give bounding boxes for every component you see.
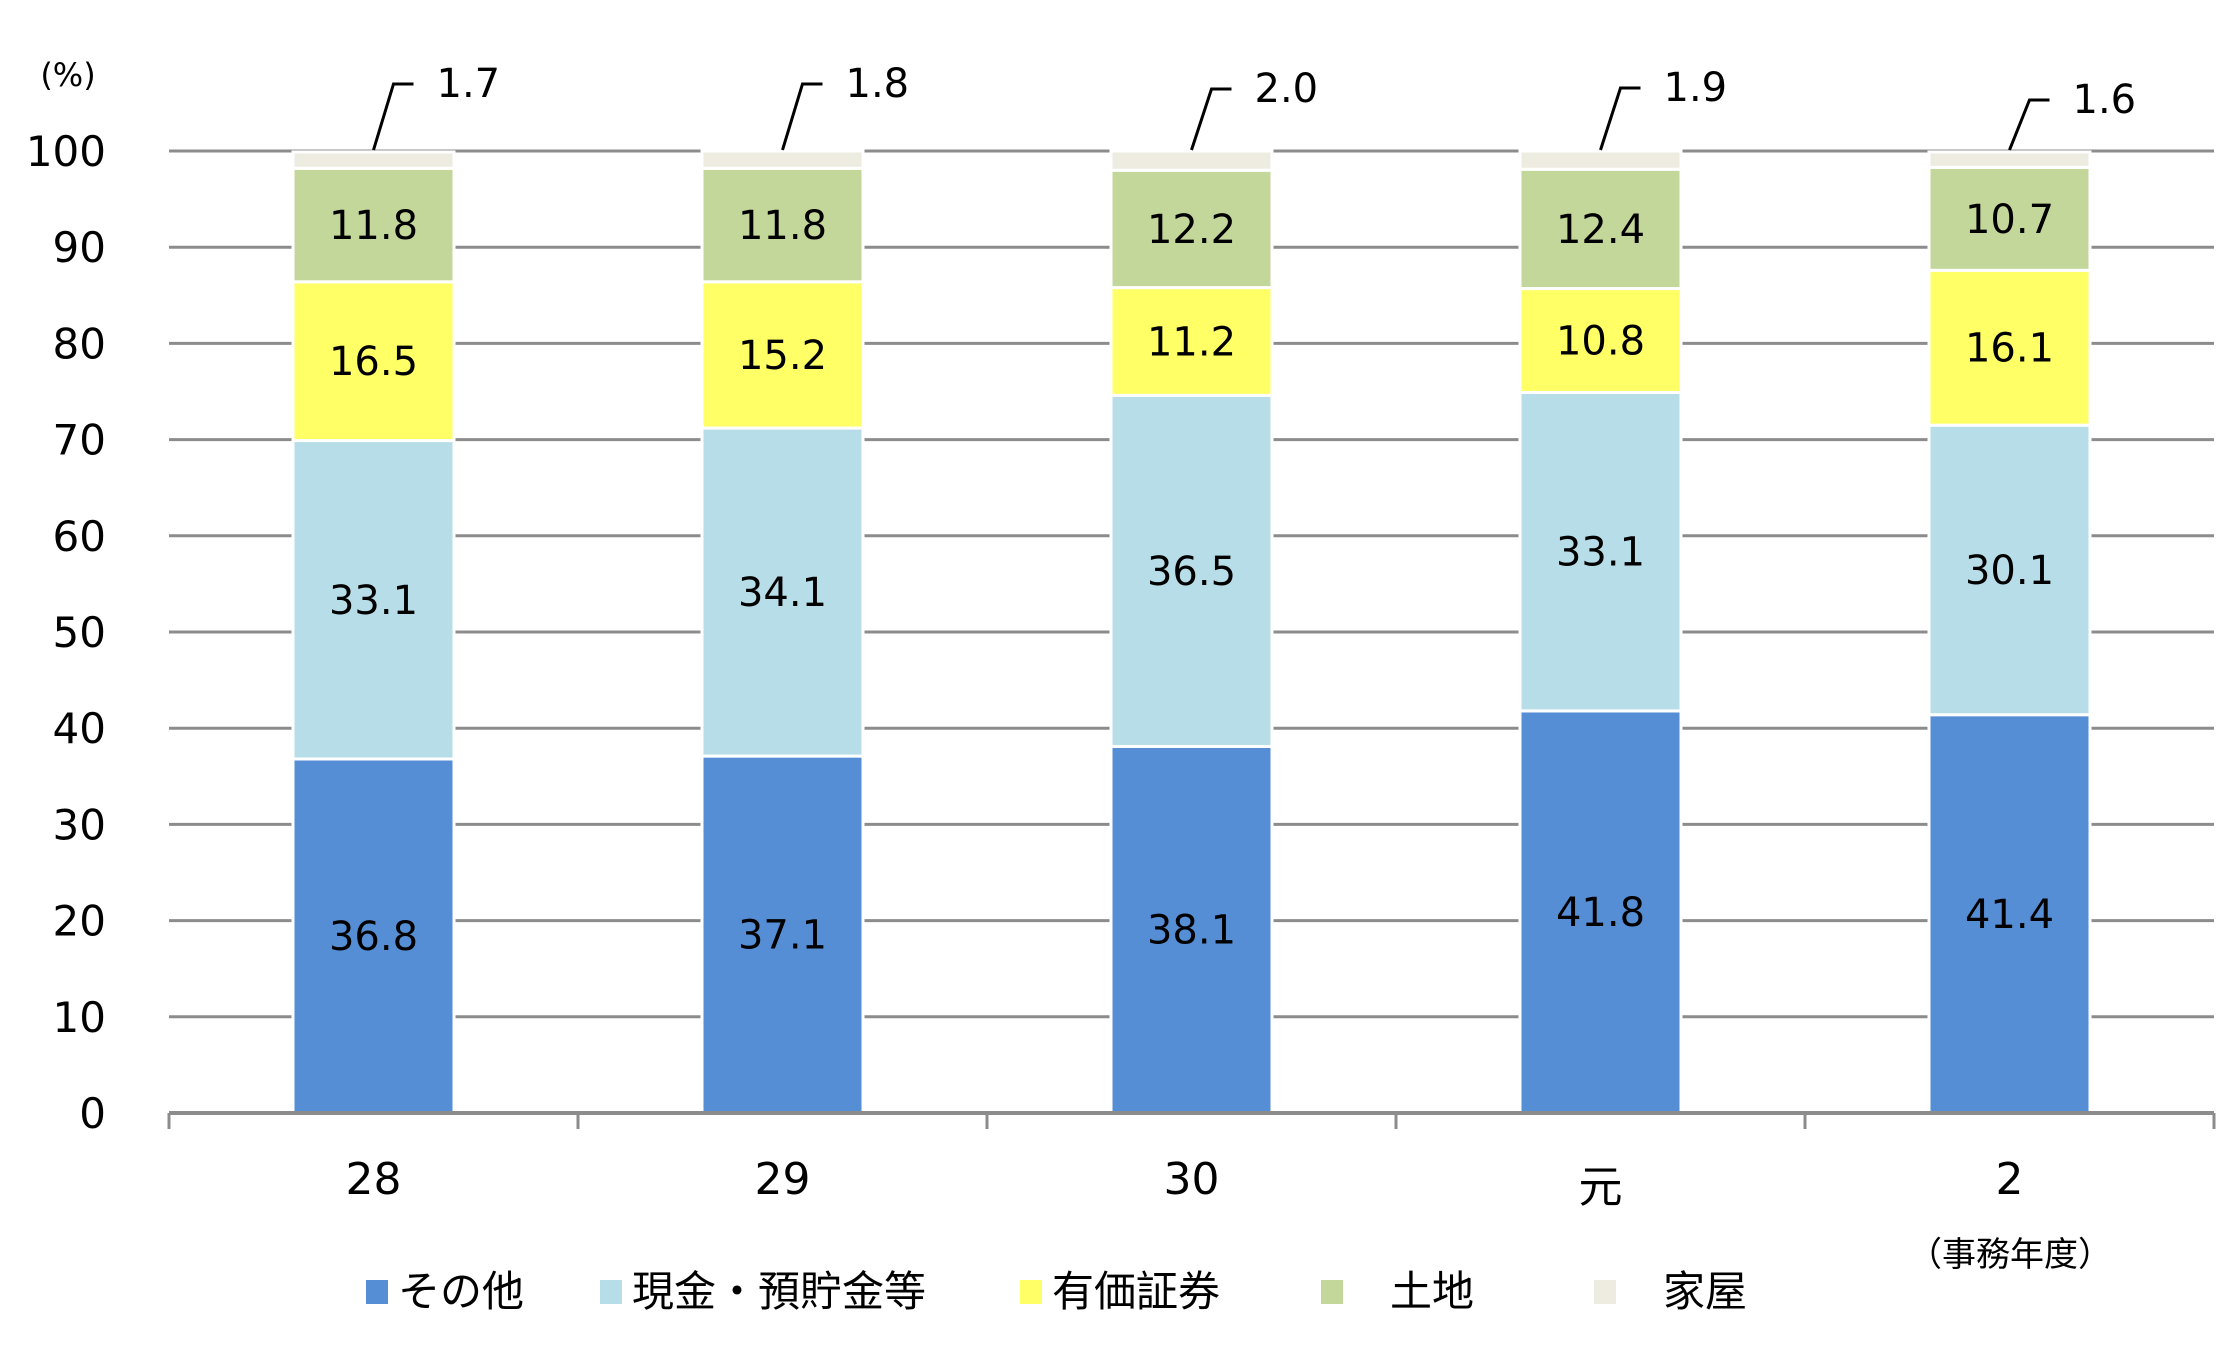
data-label: 1.6 (2073, 77, 2137, 123)
bar-segment (700, 166, 865, 284)
data-label: 1.9 (1664, 65, 1728, 111)
y-tick-label: 60 (53, 512, 106, 561)
bar-stack-30: 38.1 36.5 11.2 12.2 2.0 (1109, 66, 1319, 1115)
legend-swatch (1020, 1280, 1042, 1304)
bar-segment (291, 439, 456, 761)
y-tick-label: 50 (53, 608, 106, 657)
data-label: 36.8 (329, 914, 418, 960)
x-axis-label: （事務年度） (1908, 1235, 2112, 1275)
x-tick-label: 29 (755, 1154, 811, 1205)
bar-segment (700, 149, 865, 170)
data-label: 16.5 (329, 339, 418, 385)
y-tick-label: 20 (53, 897, 106, 946)
y-tick-label: 0 (79, 1089, 106, 1138)
data-label: 41.4 (1965, 892, 2054, 938)
data-label: 41.8 (1556, 890, 1645, 936)
data-label: 11.2 (1147, 319, 1236, 365)
x-tick-label: 30 (1164, 1154, 1220, 1205)
data-label: 38.1 (1147, 908, 1236, 954)
legend-label: その他 (398, 1267, 524, 1316)
data-label: 12.2 (1147, 207, 1236, 253)
callout-leader-line (1190, 87, 1232, 151)
bar-stack-元: 41.8 33.1 10.8 12.4 1.9 (1518, 65, 1728, 1115)
y-tick-label: 40 (53, 704, 106, 753)
data-label: 37.1 (738, 913, 827, 959)
data-label: 10.7 (1965, 197, 2054, 243)
legend-label: 土地 (1390, 1267, 1474, 1316)
bar-segment (1927, 150, 2092, 169)
data-label: 33.1 (1556, 530, 1645, 576)
data-label: 12.4 (1556, 207, 1645, 253)
bar-segment (700, 754, 865, 1115)
y-tick-label: 100 (26, 127, 106, 176)
bar-segment (1109, 168, 1274, 290)
bars: 36.8 33.1 16.5 11.8 1.7 37.1 34.1 15.2 11.8 1.8 38… (291, 61, 2137, 1115)
bar-segment (1109, 393, 1274, 748)
bar-segment (1518, 709, 1683, 1115)
y-tick-label: 30 (53, 800, 106, 849)
bar-segment (1518, 149, 1683, 171)
y-axis-ticks: 0 10 20 30 40 50 60 70 80 90 100 (26, 127, 106, 1138)
callout-leader-line (781, 82, 823, 151)
data-label: 33.1 (329, 578, 418, 624)
bar-segment (291, 150, 456, 170)
callout-leader-line (2008, 98, 2050, 151)
bar-segment (1518, 167, 1683, 291)
y-tick-label: 10 (53, 993, 106, 1042)
data-label: 11.8 (738, 203, 827, 249)
data-label: 11.8 (329, 203, 418, 249)
legend-swatch (1321, 1280, 1343, 1304)
x-tick-label: 2 (1996, 1154, 2024, 1205)
legend-label: 有価証券 (1052, 1267, 1220, 1316)
data-label: 34.1 (738, 570, 827, 616)
legend-swatch (600, 1280, 622, 1304)
bar-stack-28: 36.8 33.1 16.5 11.8 1.7 (291, 61, 501, 1115)
x-tick-label: 28 (346, 1154, 402, 1205)
bar-segment (291, 280, 456, 443)
legend-label: 現金・預貯金等 (632, 1267, 926, 1316)
data-label: 30.1 (1965, 548, 2054, 594)
callout-leader-line (1599, 86, 1641, 151)
data-label: 1.7 (437, 61, 501, 107)
y-tick-label: 90 (53, 223, 106, 272)
bar-stack-29: 37.1 34.1 15.2 11.8 1.8 (700, 61, 910, 1115)
y-tick-label: 70 (53, 416, 106, 465)
legend-swatch (366, 1280, 388, 1304)
legend-swatch (1594, 1280, 1616, 1304)
data-label: 1.8 (846, 61, 910, 107)
legend-item: 土地 (1321, 1267, 1474, 1316)
x-tick-label: 元 (1579, 1162, 1623, 1213)
bar-segment (700, 280, 865, 430)
data-label: 36.5 (1147, 549, 1236, 595)
bar-segment (1109, 149, 1274, 172)
legend: その他 現金・預貯金等 有価証券 土地 家屋 (366, 1267, 1747, 1316)
data-label: 10.8 (1556, 319, 1645, 365)
y-tick-label: 80 (53, 319, 106, 368)
legend-item: その他 (366, 1267, 524, 1316)
data-label: 2.0 (1255, 66, 1319, 112)
bar-segment (291, 166, 456, 284)
data-label: 16.1 (1965, 326, 2054, 372)
bar-segment (1109, 286, 1274, 397)
x-axis: 28 29 30 元 2 (167, 1111, 2216, 1213)
legend-label: 家屋 (1663, 1267, 1747, 1316)
bar-segment (700, 426, 865, 758)
callout-leader-line (372, 82, 414, 151)
bar-segment (1109, 744, 1274, 1115)
legend-item: 有価証券 (1020, 1267, 1220, 1316)
data-label: 15.2 (738, 333, 827, 379)
bar-stack-2: 41.4 30.1 16.1 10.7 1.6 (1927, 77, 2137, 1115)
y-unit-label: (%) (40, 56, 95, 94)
legend-item: 家屋 (1594, 1267, 1747, 1316)
legend-item: 現金・預貯金等 (600, 1267, 926, 1316)
